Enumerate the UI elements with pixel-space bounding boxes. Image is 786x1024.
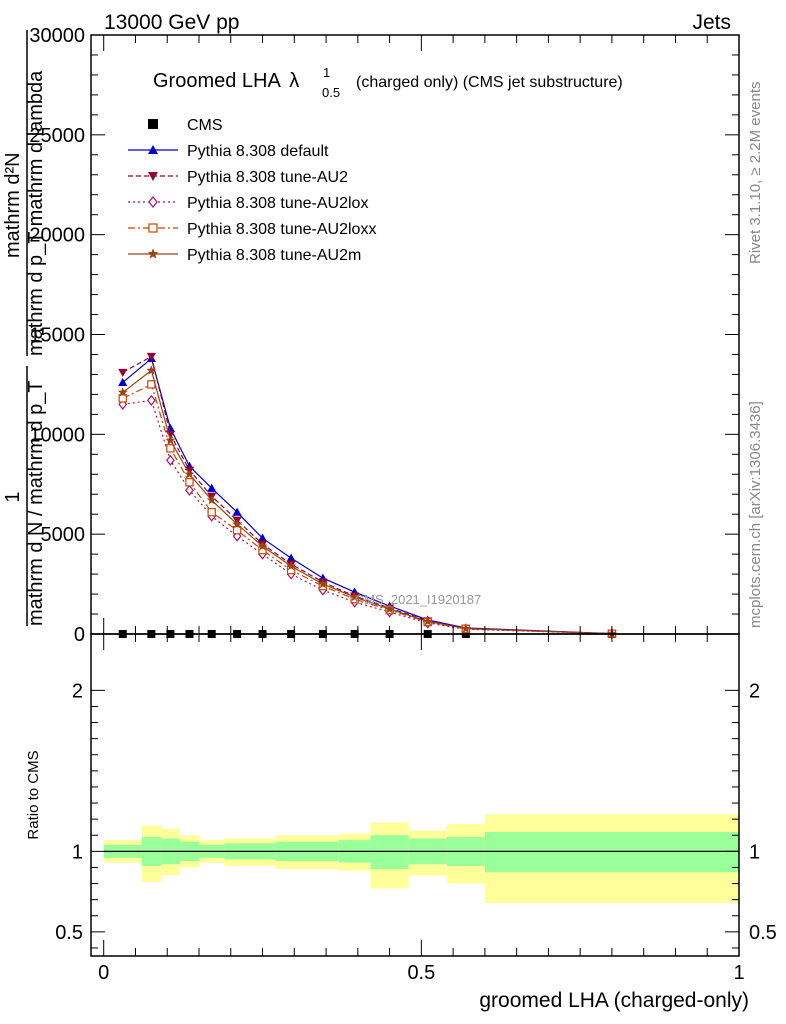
main-y-axis-label: 1 mathrm d N / mathrm d p_T mathrm d²N m… — [2, 30, 47, 626]
title-subscript: 0.5 — [322, 85, 340, 100]
main-panel: 0 5000 10000 15000 20000 25000 30000 CMS_2021_… — [2, 25, 740, 646]
svg-text:Groomed LHA λ: Groomed LHA λ — [153, 70, 299, 92]
ratio-y-tick-label: 2 — [72, 680, 83, 702]
point-pythia-8-308-tune-au2loxx — [166, 444, 175, 453]
point-pythia-8-308-tune-au2m — [286, 561, 296, 571]
point-pythia-8-308-tune-au2m — [422, 616, 433, 626]
legend-marker-cms — [148, 119, 158, 129]
legend-label-pythia-8-308-tune-au2loxx: Pythia 8.308 tune-AU2loxx — [187, 221, 376, 238]
point-pythia-8-308-default — [207, 483, 217, 492]
main-y-tick-label: 30000 — [29, 25, 85, 47]
title-superscript: 1 — [323, 65, 330, 80]
point-pythia-8-308-tune-au2lox — [185, 484, 194, 496]
point-pythia-8-308-default — [286, 553, 296, 562]
main-y-tick-label: 15000 — [29, 325, 85, 347]
main-x-ticks — [103, 35, 740, 634]
main-y-tick-label: 25000 — [29, 125, 85, 147]
y-label-denominator: mathrm d p_T mathrm d lambda — [25, 70, 47, 356]
category-label: Jets — [692, 11, 731, 34]
mcplots-label: mcplots.cern.ch [arXiv:1306.3436] — [747, 401, 764, 628]
point-pythia-8-308-tune-au2m — [384, 603, 395, 614]
legend-entry-pythia-8-308-tune-au2m: Pythia 8.308 tune-AU2m — [128, 247, 361, 264]
y-label-one: 1 — [2, 491, 24, 502]
legend-label-pythia-8-308-tune-au2m: Pythia 8.308 tune-AU2m — [187, 247, 361, 264]
ratio-y-tick-label: 1 — [72, 841, 83, 863]
legend-marker-pythia-8-308-tune-au2loxx — [148, 223, 158, 233]
point-pythia-8-308-tune-au2m — [184, 469, 195, 479]
rivet-version-label: Rivet 3.1.10, ≥ 2.2M events — [747, 82, 764, 265]
watermark-label: CMS_2021_I1920187 — [355, 592, 482, 607]
point-pythia-8-308-tune-au2 — [146, 352, 156, 362]
point-pythia-8-308-tune-au2m — [318, 578, 328, 589]
point-pythia-8-308-tune-au2m — [117, 387, 128, 397]
point-pythia-8-308-tune-au2loxx — [118, 394, 127, 403]
point-pythia-8-308-tune-au2lox — [118, 398, 128, 410]
ratio-y-axis-label: Ratio to CMS — [25, 750, 42, 839]
point-pythia-8-308-tune-au2lox — [166, 454, 175, 466]
legend-marker-pythia-8-308-tune-au2m — [147, 248, 159, 259]
line-pythia-8-308-tune-au2loxx — [122, 383, 612, 635]
x-tick-label: 1 — [733, 962, 744, 984]
title-main: Groomed LHA — [153, 70, 281, 92]
point-pythia-8-308-tune-au2loxx — [147, 380, 156, 389]
main-y-tick-label: 0 — [74, 624, 85, 646]
legend-label-pythia-8-308-default: Pythia 8.308 default — [187, 143, 329, 160]
point-pythia-8-308-tune-au2m — [146, 365, 157, 375]
ratio-x-axis: 0 0.5 1 — [98, 634, 745, 984]
point-pythia-8-308-tune-au2m — [460, 623, 471, 633]
ratio-inner-band — [484, 832, 739, 873]
title-rest: (charged only) (CMS jet substructure) — [356, 74, 623, 91]
legend-marker-pythia-8-308-tune-au2 — [148, 172, 158, 181]
main-y-tick-label: 20000 — [29, 225, 85, 247]
main-y-tick-label: 10000 — [29, 424, 85, 446]
ratio-inner-band — [370, 835, 409, 870]
point-pythia-8-308-default — [232, 507, 242, 516]
y-label-numerator: mathrm d²N — [2, 152, 24, 258]
x-tick-label: 0 — [98, 962, 109, 984]
plot-title: Groomed LHA λ 1 0.5 (charged only) (CMS … — [153, 65, 623, 100]
legend-label-pythia-8-308-tune-au2: Pythia 8.308 tune-AU2 — [187, 169, 348, 186]
legend-label-cms: CMS — [187, 117, 223, 134]
legend: CMS Pythia 8.308 default Pythia 8.308 tune… — [128, 117, 376, 264]
main-y-tick-label: 5000 — [41, 524, 86, 546]
main-y-axis: 0 5000 10000 15000 20000 25000 30000 — [29, 25, 739, 646]
point-pythia-8-308-tune-au2 — [118, 368, 128, 378]
point-pythia-8-308-tune-au2loxx — [207, 508, 216, 517]
legend-entry-pythia-8-308-tune-au2loxx: Pythia 8.308 tune-AU2loxx — [128, 221, 376, 238]
ratio-y-tick-label-right: 0.5 — [749, 922, 777, 944]
y-label-left-denominator: mathrm d N / mathrm d p_T — [25, 380, 47, 626]
point-pythia-8-308-tune-au2lox — [146, 394, 156, 406]
x-tick-label: 0.5 — [407, 962, 435, 984]
point-pythia-8-308-tune-au2loxx — [185, 478, 194, 487]
legend-marker-pythia-8-308-default — [148, 145, 158, 154]
ratio-y-tick-label: 0.5 — [55, 922, 83, 944]
point-pythia-8-308-tune-au2m — [257, 541, 268, 551]
point-pythia-8-308-default — [118, 377, 128, 387]
x-axis-label: groomed LHA (charged-only) — [479, 989, 749, 1012]
energy-label: 13000 GeV pp — [104, 11, 239, 34]
legend-entry-pythia-8-308-tune-au2: Pythia 8.308 tune-AU2 — [128, 169, 348, 186]
ratio-y-tick-label-right: 2 — [749, 680, 760, 702]
ratio-y-axis: 0.5 0.5 1 1 2 2 — [55, 680, 777, 949]
point-pythia-8-308-tune-au2m — [349, 591, 360, 602]
point-pythia-8-308-tune-au2m — [206, 495, 217, 505]
point-pythia-8-308-tune-au2loxx — [232, 525, 242, 535]
point-pythia-8-308-default — [257, 533, 268, 542]
ratio-y-tick-label-right: 1 — [749, 841, 760, 863]
ratio-plot-area — [103, 814, 739, 903]
legend-marker-pythia-8-308-tune-au2lox — [148, 196, 158, 208]
legend-entry-pythia-8-308-default: Pythia 8.308 default — [128, 143, 329, 160]
point-pythia-8-308-tune-au2m — [165, 435, 176, 445]
point-pythia-8-308-tune-au2m — [232, 519, 242, 529]
ratio-panel: 0.5 0.51 12 2 0 0.5 1 Ratio to CMS groomed LH… — [25, 633, 777, 1012]
legend-entry-cms: CMS — [148, 117, 223, 134]
title-symbol: λ — [289, 70, 299, 92]
legend-label-pythia-8-308-tune-au2lox: Pythia 8.308 tune-AU2lox — [187, 195, 368, 212]
line-pythia-8-308-default — [122, 357, 612, 635]
ratio-panel-frame — [90, 633, 740, 957]
legend-entry-pythia-8-308-tune-au2lox: Pythia 8.308 tune-AU2lox — [128, 195, 368, 212]
